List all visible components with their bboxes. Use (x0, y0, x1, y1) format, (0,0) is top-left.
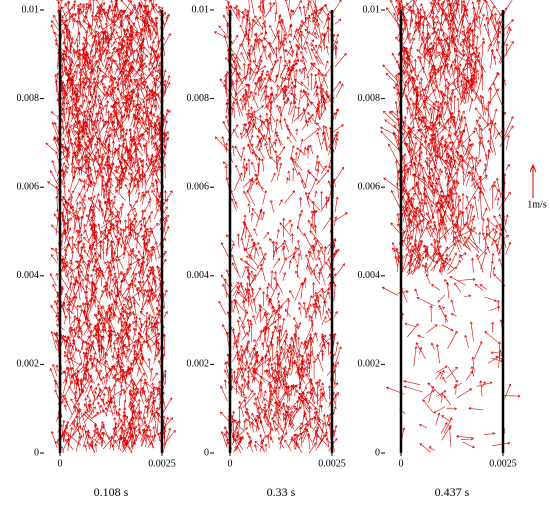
y-tick-label: 0.008 (358, 93, 381, 104)
y-tick-label: 0 (34, 447, 39, 458)
y-tick-label: 0.008 (17, 93, 40, 104)
y-tick-label: 0 (375, 447, 380, 458)
y-tick-label: 0.008 (187, 93, 210, 104)
y-tick-label: 0.002 (358, 359, 381, 370)
scale-arrow-head (529, 163, 537, 173)
caption: 0.108 s (94, 485, 129, 499)
y-tick-label: 0.004 (358, 270, 381, 281)
y-tick-label: 0.002 (187, 359, 210, 370)
y-tick-label: 0.01 (22, 4, 40, 15)
vector-field (45, 0, 176, 454)
x-tick-label: 0.0025 (489, 458, 517, 469)
y-tick-label: 0.006 (358, 181, 381, 192)
y-tick-label: 0.006 (187, 181, 210, 192)
x-tick-label: 0 (399, 458, 404, 469)
vector-field (213, 0, 349, 454)
y-tick-label: 0.004 (17, 270, 40, 281)
y-tick-label: 0.004 (187, 270, 210, 281)
caption: 0.33 s (267, 485, 296, 499)
y-tick-label: 0.006 (17, 181, 40, 192)
x-tick-label: 0 (58, 458, 63, 469)
scale-label: 1m/s (527, 199, 547, 210)
y-tick-label: 0.01 (192, 4, 210, 15)
y-tick-label: 0 (204, 447, 209, 458)
x-tick-label: 0.0025 (318, 458, 346, 469)
x-tick-label: 0 (228, 458, 233, 469)
caption: 0.437 s (435, 485, 470, 499)
y-tick-label: 0.01 (363, 4, 381, 15)
y-tick-label: 0.002 (17, 359, 40, 370)
x-tick-label: 0.0025 (148, 458, 176, 469)
